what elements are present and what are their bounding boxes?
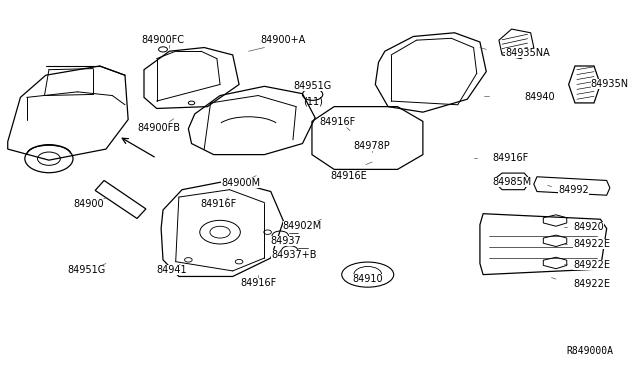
Text: R849000A: R849000A — [566, 346, 613, 356]
Text: 84920: 84920 — [573, 222, 604, 232]
Text: 84916F: 84916F — [200, 199, 236, 209]
Text: 84935NA: 84935NA — [505, 48, 550, 58]
Text: 84922E: 84922E — [573, 239, 610, 249]
Text: 84900: 84900 — [74, 199, 104, 209]
Text: 84916F: 84916F — [319, 118, 355, 128]
Text: 84922E: 84922E — [573, 279, 610, 289]
Text: (11): (11) — [303, 97, 323, 107]
Text: 84985M: 84985M — [492, 177, 531, 187]
Text: 84900+A: 84900+A — [261, 35, 306, 45]
Text: 84900FB: 84900FB — [137, 123, 180, 133]
Text: 84910: 84910 — [353, 274, 383, 284]
Text: 84992: 84992 — [558, 185, 589, 195]
Text: 84941: 84941 — [156, 265, 187, 275]
Text: 84978P: 84978P — [354, 141, 390, 151]
Text: 84900FC: 84900FC — [141, 35, 184, 45]
Text: 84951G: 84951G — [294, 81, 332, 90]
Text: 84937+B: 84937+B — [271, 250, 317, 260]
Text: 84951G: 84951G — [68, 265, 106, 275]
Text: 84900M: 84900M — [221, 178, 260, 188]
Text: 84916E: 84916E — [330, 171, 367, 181]
Text: 84916F: 84916F — [493, 153, 529, 163]
Text: 84916F: 84916F — [240, 278, 276, 288]
Text: 84940: 84940 — [524, 92, 555, 102]
Text: 84935N: 84935N — [591, 80, 629, 89]
Text: 84922E: 84922E — [573, 260, 610, 270]
Text: 84937: 84937 — [270, 235, 301, 246]
Text: 84902M: 84902M — [283, 221, 322, 231]
